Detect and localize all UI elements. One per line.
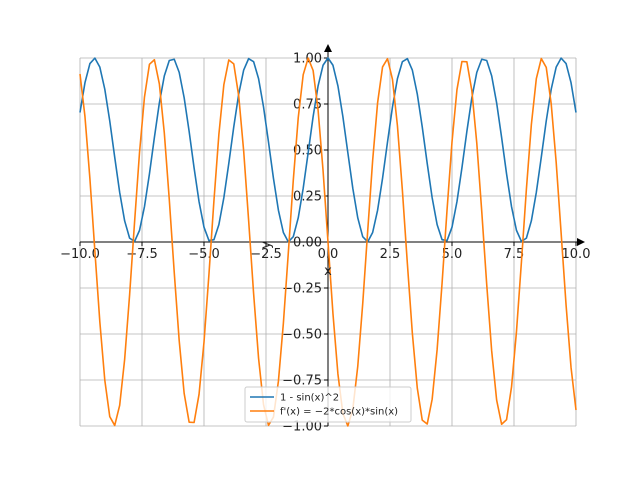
y-tick-label: −0.75 <box>282 374 322 389</box>
y-tick-label: 0.50 <box>293 144 322 159</box>
x-tick-label: −10.0 <box>60 247 100 262</box>
axes <box>80 44 585 426</box>
y-axis-arrow <box>324 44 332 52</box>
legend-box <box>244 386 412 423</box>
legend-label: f'(x) = −2*cos(x)*sin(x) <box>280 407 398 418</box>
y-tick-label: −0.50 <box>282 328 322 343</box>
x-tick-label: −7.5 <box>126 247 158 262</box>
series-line-1 <box>79 57 577 243</box>
y-tick-label: 0.00 <box>293 236 322 251</box>
y-axis-label: y <box>259 241 274 249</box>
legend-label: 1 - sin(x)^2 <box>280 393 339 404</box>
x-tick-label: 0.0 <box>318 247 339 262</box>
y-tick-label: −0.25 <box>282 282 322 297</box>
x-tick-label: 2.5 <box>380 247 401 262</box>
x-tick-label: −5.0 <box>188 247 220 262</box>
legend: 1 - sin(x)^2 f'(x) = −2*cos(x)*sin(x) <box>244 386 412 423</box>
y-tick-label: 0.25 <box>293 190 322 205</box>
x-tick-label: −2.5 <box>250 247 282 262</box>
x-axis-arrow <box>577 238 585 246</box>
y-tick-label: −1.00 <box>282 420 322 435</box>
x-tick-label: 10.0 <box>562 247 591 262</box>
series-lines <box>79 57 577 427</box>
y-ticks: −1.00−0.75−0.50−0.250.000.250.500.751.00 <box>282 52 328 435</box>
x-tick-label: 7.5 <box>504 247 525 262</box>
series-line-2 <box>79 57 577 427</box>
x-axis-label: x <box>324 264 332 279</box>
x-tick-label: 5.0 <box>442 247 463 262</box>
x-ticks: −10.0 −7.5 −5.0 −2.5 0.0 2.5 5.0 7.5 10.0 <box>60 242 590 262</box>
